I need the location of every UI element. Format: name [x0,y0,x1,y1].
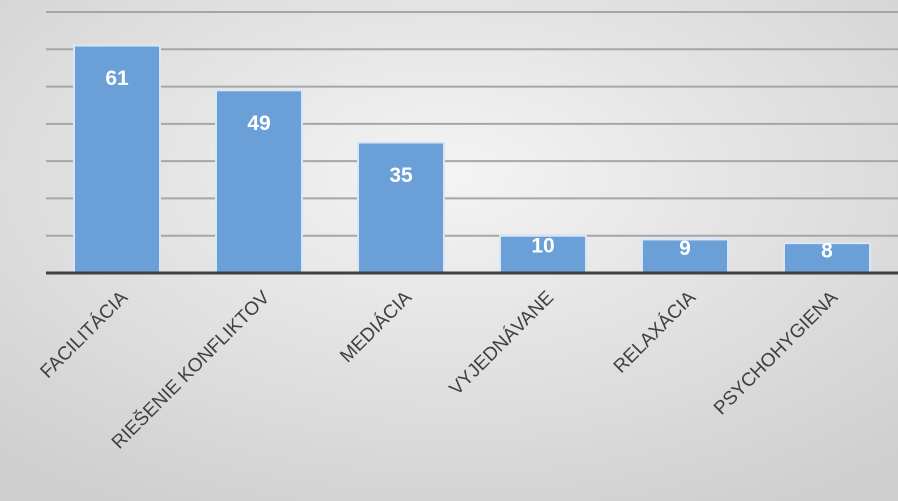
bar [641,238,729,274]
bar [73,44,161,274]
bar [499,234,587,274]
data-label: 35 [389,164,413,187]
bar [357,141,445,274]
data-label: 10 [531,234,554,257]
data-label: 9 [679,237,691,260]
bar [215,89,303,274]
data-label: 61 [105,67,129,90]
data-label: 49 [247,112,270,135]
data-label: 8 [821,240,833,263]
bar [783,242,871,275]
